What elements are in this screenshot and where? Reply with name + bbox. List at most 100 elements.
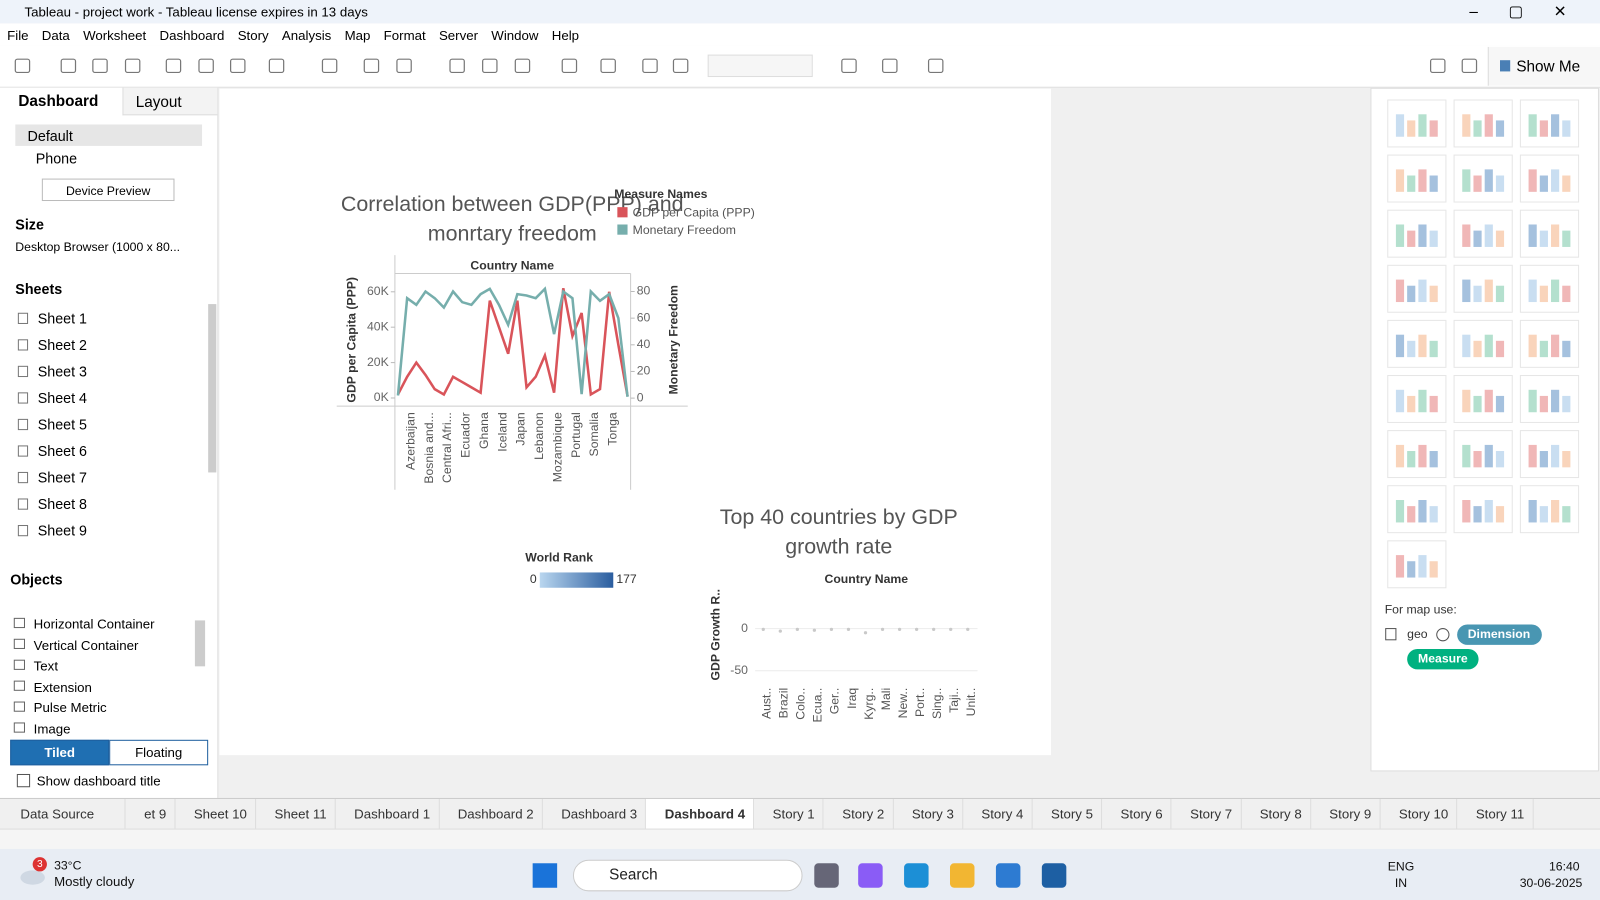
sheet-item[interactable]: Sheet 5 (37, 416, 88, 433)
sheet-tab[interactable]: Story 7 (1172, 798, 1242, 830)
line-series (396, 288, 629, 397)
menu-item[interactable]: Story (237, 27, 269, 43)
sheet-tab[interactable]: Sheet 10 (175, 798, 257, 830)
x-tick-label: Ecuador (459, 412, 473, 458)
sidebar-tab[interactable]: Layout (122, 87, 218, 116)
menu-item[interactable]: Format (383, 27, 426, 43)
geo-icon (1385, 628, 1397, 641)
ramp-max: 177 (616, 572, 637, 586)
x-tick-label: Mozambique (550, 412, 564, 482)
sidebar-tab[interactable]: Dashboard (0, 87, 123, 116)
dot (966, 627, 970, 632)
object-item[interactable]: Vertical Container (33, 637, 139, 653)
menu-item[interactable]: Map (344, 27, 371, 43)
show-me-label[interactable]: Show Me (1516, 58, 1581, 76)
sheet-icon (17, 498, 29, 510)
sheet-tab[interactable]: Story 5 (1033, 798, 1103, 830)
menu-item[interactable]: Analysis (281, 27, 332, 43)
tile-glyph (1484, 114, 1493, 137)
layout-mode[interactable]: Tiled (10, 739, 110, 766)
sheet-tab[interactable]: Story 2 (824, 798, 894, 830)
sheet-icon (17, 312, 29, 324)
object-item[interactable]: Horizontal Container (33, 616, 155, 632)
x-tick-label: New.. (896, 688, 910, 719)
measure-pill (1407, 648, 1479, 670)
clock-date: 30-06-2025 (1520, 876, 1583, 890)
sheet-tab[interactable]: Dashboard 1 (336, 798, 440, 830)
object-item[interactable]: Image (33, 720, 71, 737)
sheet-tab[interactable]: Dashboard 3 (543, 798, 647, 830)
size-dropdown[interactable]: Desktop Browser (1000 x 80... (15, 239, 181, 255)
search-text: Search (609, 867, 657, 884)
sheet-item[interactable]: Sheet 6 (37, 442, 88, 460)
show-title-label[interactable]: Show dashboard title (36, 773, 161, 789)
object-item[interactable]: Pulse Metric (33, 699, 107, 716)
tile-glyph (1484, 499, 1493, 523)
sheet-tab[interactable]: et 9 (126, 798, 176, 830)
sheet-tab[interactable]: Story 4 (963, 798, 1033, 830)
tile-glyph (1562, 230, 1571, 247)
object-item[interactable]: Text (33, 658, 59, 674)
sheet-tab[interactable]: Data Source (0, 798, 126, 830)
sheet-item[interactable]: Sheet 3 (37, 363, 88, 380)
sheet-tab[interactable]: Dashboard 2 (439, 798, 543, 830)
region: IN (1395, 876, 1407, 890)
menu-item[interactable]: Dashboard (159, 27, 225, 43)
sheet-item[interactable]: Sheet 1 (37, 310, 88, 327)
toolbar-icon (642, 58, 658, 74)
x-tick-label: Central Afri... (440, 412, 454, 483)
weather-badge-count: 3 (37, 859, 43, 870)
tile-glyph (1407, 395, 1416, 413)
sheet-tab[interactable]: Story 10 (1381, 798, 1458, 830)
window-controls[interactable]: –▢✕ (1469, 3, 1598, 21)
menu-item[interactable]: Window (491, 27, 539, 43)
device-preview-button[interactable]: Device Preview (41, 178, 175, 202)
sheet-tab[interactable]: Story 11 (1457, 798, 1534, 830)
sheet-tab[interactable]: Dashboard 4 (646, 798, 755, 830)
tile-glyph (1407, 561, 1416, 578)
menu-item[interactable]: Help (551, 27, 580, 43)
tile-glyph (1462, 279, 1471, 303)
object-item[interactable]: Extension (33, 679, 92, 695)
tile-glyph (1528, 499, 1537, 523)
left-panel (0, 87, 219, 798)
x-tick-label: Aust.. (760, 688, 774, 719)
menu-item[interactable]: Worksheet (83, 27, 147, 43)
sheet-item[interactable]: Sheet 2 (37, 336, 88, 354)
toolbar-icon (927, 58, 944, 74)
menu-item[interactable]: Server (438, 27, 479, 43)
tile-glyph (1473, 230, 1482, 247)
layout-mode[interactable]: Floating (109, 739, 209, 766)
sheet-item[interactable]: Sheet 7 (37, 469, 88, 486)
sheet-tab[interactable]: Sheet 11 (256, 798, 336, 830)
tile-glyph (1484, 334, 1493, 358)
device-option[interactable]: Phone (35, 149, 78, 167)
x-tick-label: Japan (514, 412, 528, 446)
tile-glyph (1407, 230, 1416, 247)
column-header: Country Name (825, 572, 909, 586)
window-title: Tableau - project work - Tableau license… (24, 4, 368, 20)
menu-item[interactable]: Data (41, 27, 70, 43)
sheet-tab[interactable]: Story 9 (1311, 798, 1381, 830)
toolbar-icon (561, 58, 578, 74)
tile-glyph (1528, 334, 1537, 358)
tile-glyph (1407, 506, 1416, 523)
tile-glyph (1462, 499, 1471, 523)
sheet-item[interactable]: Sheet 8 (37, 495, 88, 513)
x-tick-label: Sing.. (930, 688, 944, 719)
weather-temp: 33°C (54, 859, 82, 873)
weather-badge (32, 857, 47, 872)
sheet-tab[interactable]: Story 1 (754, 798, 824, 830)
device-option[interactable]: Default (15, 124, 203, 146)
menu-item[interactable]: File (7, 27, 29, 43)
sheet-item[interactable]: Sheet 9 (37, 522, 88, 539)
tile-glyph (1429, 506, 1438, 523)
sheet-tab[interactable]: Story 3 (893, 798, 964, 830)
sheet-item[interactable]: Sheet 4 (37, 389, 88, 407)
sheet-icon (17, 445, 29, 457)
sheet-tab[interactable]: Story 6 (1102, 798, 1172, 830)
dot (914, 627, 919, 632)
tile-glyph (1473, 506, 1482, 523)
sheet-tab[interactable]: Story 8 (1241, 798, 1311, 830)
x-tick-label: Kyrg.. (862, 688, 876, 720)
